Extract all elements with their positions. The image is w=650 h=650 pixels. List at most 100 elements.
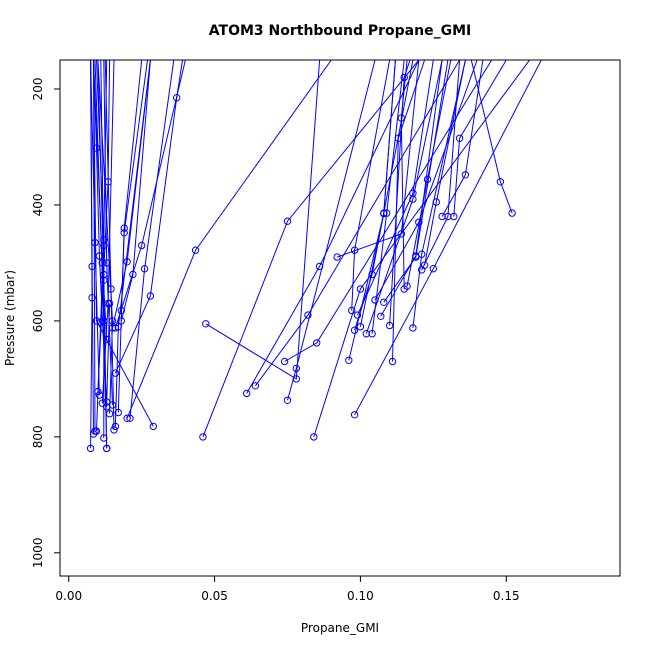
y-tick-label: 600 — [31, 309, 45, 332]
series-line-26 — [93, 60, 108, 340]
data-point — [104, 299, 112, 308]
data-point — [191, 246, 200, 254]
series-line-45 — [400, 60, 408, 290]
series-line-55 — [380, 60, 443, 317]
x-tick-label: 0.10 — [347, 589, 374, 603]
series-line-8 — [103, 60, 113, 406]
data-point — [108, 401, 117, 409]
series-line-19 — [112, 60, 151, 329]
data-point — [356, 285, 365, 293]
data-point — [353, 311, 362, 319]
data-point — [432, 198, 440, 206]
series-line-25 — [101, 60, 115, 404]
series-line-23 — [90, 60, 100, 396]
data-point — [423, 175, 432, 184]
data-point — [100, 434, 108, 442]
data-point — [243, 389, 251, 398]
data-point — [409, 195, 417, 203]
data-point — [283, 396, 292, 404]
x-tick-label: 0.00 — [55, 589, 82, 603]
data-point — [110, 426, 118, 434]
chart-title: ATOM3 Northbound Propane_GMI — [209, 23, 471, 39]
data-point — [345, 356, 353, 364]
data-point — [98, 399, 107, 407]
series-line-11 — [114, 60, 151, 427]
series-line-49 — [441, 60, 484, 217]
data-point — [103, 259, 111, 267]
series-line-30 — [246, 60, 420, 394]
data-point — [400, 73, 408, 82]
data-point — [251, 382, 260, 390]
data-point — [380, 209, 388, 217]
x-axis: 0.00 0.05 0.10 0.15 — [55, 575, 520, 603]
data-point — [149, 422, 158, 431]
data-point — [117, 317, 126, 325]
data-point — [103, 335, 111, 344]
series-line-40 — [357, 60, 434, 316]
data-point — [98, 259, 107, 267]
data-point — [117, 306, 126, 315]
data-point — [95, 252, 104, 260]
data-point — [397, 114, 405, 122]
x-tick-label: 0.15 — [493, 589, 520, 603]
data-point — [94, 387, 102, 396]
data-point — [103, 444, 111, 453]
series-line-16 — [114, 60, 186, 329]
data-point — [111, 422, 120, 431]
data-point — [397, 230, 405, 238]
x-axis-label: Propane_GMI — [301, 621, 379, 635]
data-point — [348, 306, 356, 315]
data-point — [120, 224, 128, 232]
data-point — [385, 321, 394, 330]
data-point — [455, 134, 464, 143]
data-point — [362, 330, 370, 338]
data-point — [383, 209, 391, 217]
series-line-1 — [93, 60, 154, 427]
data-point — [92, 144, 101, 152]
series-line-44 — [392, 60, 426, 362]
data-point — [283, 217, 292, 225]
data-point — [92, 317, 101, 325]
data-point — [377, 312, 385, 320]
data-point — [100, 236, 108, 244]
data-point — [91, 238, 99, 247]
series-line-48 — [424, 60, 466, 266]
data-point — [415, 218, 423, 227]
series-line-29 — [205, 60, 321, 380]
series-line-50 — [470, 60, 513, 214]
data-point — [394, 134, 402, 143]
data-point — [138, 241, 146, 250]
x-tick-label: 0.05 — [201, 589, 228, 603]
data-point — [350, 326, 359, 334]
data-point — [356, 323, 365, 331]
data-point — [420, 261, 429, 269]
y-tick-label: 200 — [31, 78, 45, 101]
data-point — [100, 270, 108, 279]
data-point — [496, 178, 505, 186]
data-point — [126, 414, 134, 422]
data-point — [315, 262, 324, 271]
data-point — [173, 94, 181, 102]
data-point — [104, 178, 112, 186]
data-point — [450, 212, 458, 221]
data-point — [350, 246, 359, 254]
data-point — [333, 253, 341, 261]
data-point — [86, 444, 95, 453]
data-point — [350, 411, 359, 419]
data-point — [103, 398, 111, 406]
data-point — [108, 324, 117, 332]
data-point — [461, 171, 470, 179]
series-line-6 — [97, 60, 114, 414]
series-line-51 — [453, 60, 507, 217]
series-line-52 — [389, 60, 411, 326]
data-point — [120, 229, 128, 237]
y-tick-label: 1000 — [31, 538, 45, 569]
y-tick-label: 400 — [31, 193, 45, 216]
series-line-28 — [202, 60, 420, 438]
data-point — [368, 270, 376, 279]
data-point — [111, 369, 120, 377]
data-point — [111, 324, 120, 332]
data-point — [123, 258, 131, 266]
